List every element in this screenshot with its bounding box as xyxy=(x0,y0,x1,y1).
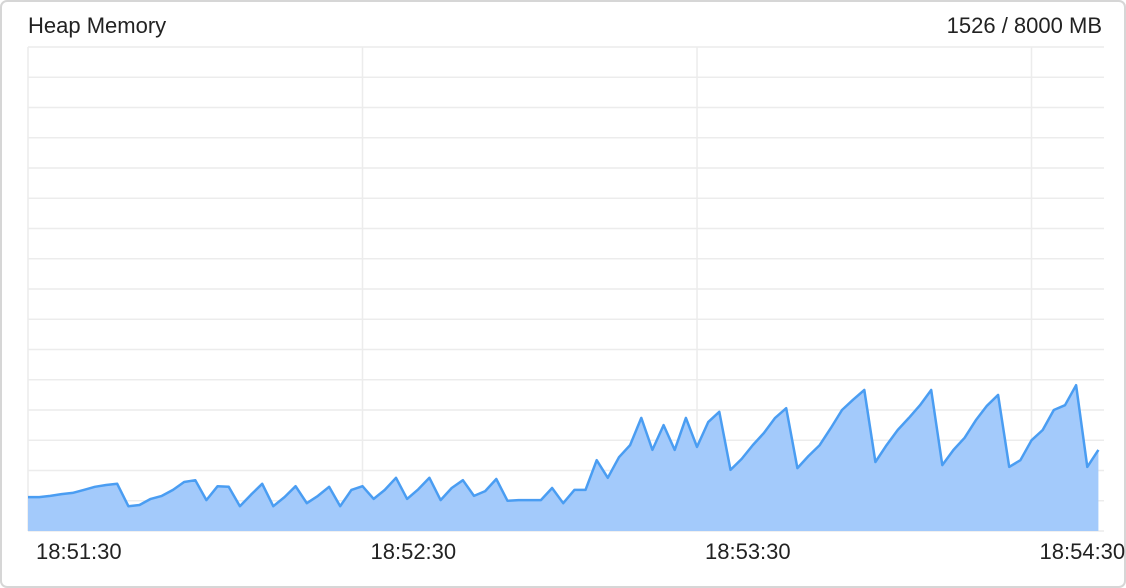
area-fill xyxy=(28,385,1099,531)
x-tick-label: 18:51:30 xyxy=(36,539,122,564)
memory-status: 1526 / 8000 MB xyxy=(947,13,1102,38)
chart-title: Heap Memory xyxy=(28,13,166,38)
x-tick-label: 18:54:30 xyxy=(1040,539,1126,564)
area-line xyxy=(28,383,1100,508)
x-tick-label: 18:52:30 xyxy=(371,539,457,564)
x-tick-label: 18:53:30 xyxy=(705,539,791,564)
